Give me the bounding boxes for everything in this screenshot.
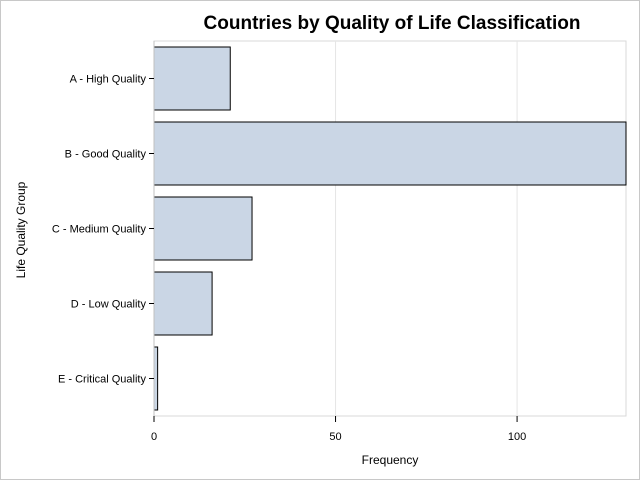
bar (153, 271, 213, 336)
gridlines (335, 41, 518, 416)
x-tick-label: 0 (151, 431, 157, 443)
bars (153, 46, 627, 411)
x-tick-label: 50 (329, 431, 341, 443)
x-axis-label: Frequency (362, 453, 419, 467)
bar (153, 346, 159, 411)
y-axis-label: Life Quality Group (14, 181, 28, 278)
y-tick-label: D - Low Quality (71, 299, 147, 311)
y-tick-label: C - Medium Quality (52, 224, 147, 236)
y-tick-label: A - High Quality (70, 74, 147, 86)
y-tick-label: E - Critical Quality (58, 374, 147, 386)
y-tick-label: B - Good Quality (65, 149, 147, 161)
y-axis: A - High Quality B - Good Quality C - Medi… (52, 41, 155, 416)
x-axis: 0 50 100 (151, 416, 526, 443)
bar (153, 46, 231, 111)
x-tick-label: 100 (508, 431, 526, 443)
chart-title: Countries by Quality of Life Classificat… (204, 13, 581, 34)
bar (153, 196, 253, 261)
bar (153, 121, 627, 186)
